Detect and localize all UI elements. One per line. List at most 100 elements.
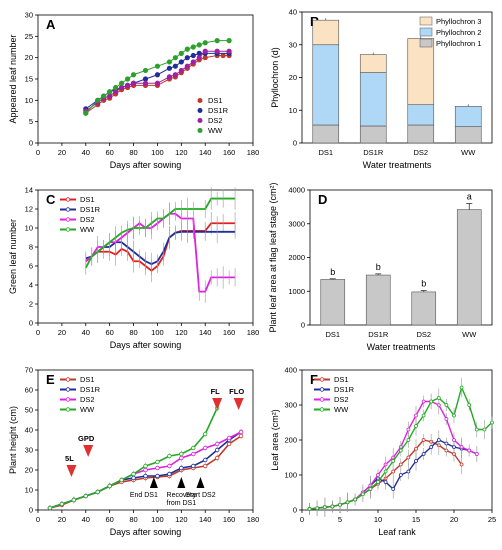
data-point-DS1R: [191, 463, 196, 469]
data-point-WW: [196, 42, 202, 48]
x-axis-label: Days after sowing: [110, 340, 182, 350]
data-point-WW: [107, 483, 112, 489]
y-tick-label: 50: [25, 406, 33, 415]
x-tick-label: 0: [36, 328, 40, 337]
data-point-DS2: [107, 93, 113, 99]
x-tick-label: 160: [223, 515, 236, 524]
significance-letter: a: [467, 192, 472, 202]
y-tick-label: 2000: [288, 253, 305, 262]
data-point-DS2: [214, 441, 220, 447]
legend-entry-DS1: DS1: [334, 375, 349, 384]
data-point-DS1R: [179, 465, 184, 471]
legend-entry-DS1: DS1: [208, 96, 223, 105]
stage-label: 5L: [65, 454, 74, 463]
legend-entry-WW: WW: [334, 405, 349, 414]
significance-letter: b: [376, 262, 381, 272]
data-point-DS2: [214, 48, 220, 54]
y-tick-label: 70: [25, 366, 33, 375]
y-tick-label: 400: [284, 366, 297, 375]
y-tick-label: 30: [25, 11, 33, 20]
data-point-WW: [101, 93, 107, 99]
event-label: Start DS2: [185, 492, 215, 499]
data-point-DS2: [196, 55, 202, 61]
data-point-DS2: [130, 80, 137, 86]
data-point-WW: [142, 67, 149, 74]
bar-DS1R: [365, 274, 391, 326]
x-tick-label: 40: [82, 148, 90, 157]
y-axis-label: Appeared leaf number: [8, 34, 18, 123]
bar-Phyllochron 2: [359, 72, 387, 127]
bar-Phyllochron 1: [407, 124, 435, 144]
series-line-DS1R: [85, 230, 236, 266]
y-tick-label: 20: [25, 53, 33, 62]
x-tick-label: 80: [129, 328, 137, 337]
x-tick-label: WW: [461, 148, 476, 157]
data-point-DS1R: [143, 473, 148, 479]
legend-swatch: [419, 27, 433, 37]
data-point-WW: [376, 480, 380, 484]
legend-marker: [197, 118, 203, 123]
data-point-WW: [368, 487, 373, 491]
data-point-DS2: [191, 451, 196, 457]
data-point-WW: [345, 500, 350, 505]
y-tick-label: 12: [25, 205, 33, 214]
data-point-WW: [172, 55, 178, 61]
event-label: End DS1: [130, 492, 158, 499]
data-point-DS1: [406, 455, 411, 460]
data-point-DS1: [459, 462, 464, 467]
legend-marker: [65, 217, 71, 222]
data-point-WW: [322, 505, 327, 510]
data-point-DS2: [421, 399, 426, 404]
data-point-WW: [436, 396, 441, 400]
data-point-WW: [71, 497, 77, 503]
data-point-DS1: [214, 455, 220, 461]
data-point-WW: [107, 89, 113, 95]
data-point-WW: [124, 76, 131, 82]
data-point-DS2: [172, 72, 178, 78]
legend-marker: [319, 407, 325, 412]
data-point-DS2: [452, 438, 456, 442]
event-label-line: End DS1: [130, 492, 158, 499]
data-point-DS1: [202, 55, 208, 61]
x-tick-label: 140: [199, 515, 212, 524]
data-point-WW: [406, 438, 411, 442]
legend-entry-WW: WW: [208, 126, 223, 135]
bar-WW: [456, 209, 482, 326]
data-point-WW: [131, 471, 136, 477]
legend-marker: [65, 227, 71, 232]
event-label-line: Recovery: [167, 492, 197, 499]
significance-letter: b: [330, 267, 335, 277]
legend-swatch: [419, 16, 433, 26]
legend-entry-DS1R: DS1R: [80, 205, 101, 214]
legend-marker: [319, 387, 325, 392]
x-tick-label: 60: [105, 328, 113, 337]
y-tick-label: 0: [29, 506, 33, 515]
y-tick-label: 200: [284, 436, 297, 445]
x-tick-label: 100: [151, 328, 164, 337]
data-point-WW: [383, 469, 388, 474]
data-point-DS1R: [178, 59, 184, 65]
data-point-WW: [190, 44, 196, 50]
legend-entry-DS2: DS2: [80, 395, 95, 404]
legend-entry-DS1: DS1: [80, 195, 95, 204]
data-point-DS2: [167, 463, 172, 469]
y-axis-label: Leaf area (cm²): [270, 409, 280, 471]
data-point-DS1: [421, 438, 426, 442]
y-tick-label: 4000: [288, 186, 305, 195]
data-point-WW: [214, 37, 220, 44]
data-point-DS1R: [436, 438, 441, 442]
legend-marker: [197, 108, 203, 113]
x-tick-label: 100: [151, 515, 164, 524]
legend-marker: [65, 207, 71, 212]
legend-entry: Phyllochron 2: [436, 28, 481, 37]
data-point-WW: [178, 50, 184, 57]
x-tick-label: 15: [412, 515, 420, 524]
x-tick-label: 80: [129, 515, 137, 524]
legend-entry-WW: WW: [80, 405, 95, 414]
panel-D: D 0 1000 2000 3000 4000 Plant leaf area at fla…: [268, 182, 493, 352]
legend-entry-DS1R: DS1R: [334, 385, 355, 394]
data-point-WW: [202, 40, 208, 46]
y-tick-label: 25: [25, 32, 33, 41]
stage-arrow: [66, 465, 77, 477]
